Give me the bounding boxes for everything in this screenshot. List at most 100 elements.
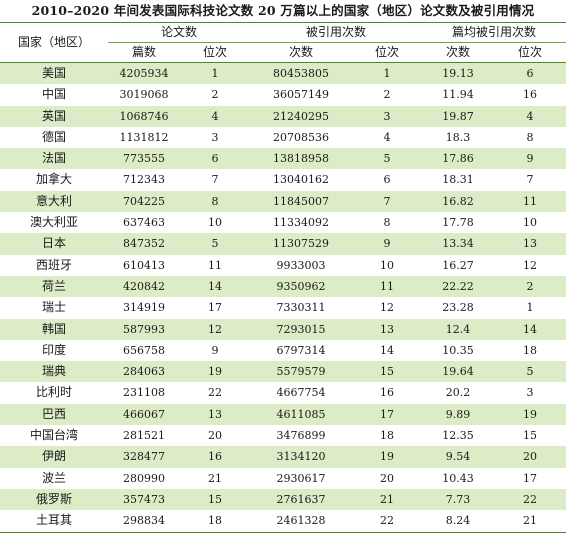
avg-rank-cell: 12 [523, 258, 538, 272]
avg-count-cell: 9.89 [422, 403, 495, 426]
table-row: 日本 847352 5 11307529 9 13.34 13 [0, 233, 566, 255]
papers-rank-cell: 2 [211, 88, 219, 102]
avg-count-cell: 13.34 [422, 233, 495, 255]
avg-rank-cell: 21 [494, 510, 566, 533]
country-cell: 英国 [0, 105, 108, 127]
avg-count-cell: 17.86 [422, 148, 495, 170]
citations-rank-cell: 14 [380, 343, 395, 357]
header-papers-count: 篇数 [131, 45, 156, 59]
papers-count-cell: 281521 [123, 429, 165, 443]
country-cell: 荷兰 [0, 275, 108, 298]
citations-count-cell: 11845007 [250, 190, 353, 213]
papers-rank-cell: 20 [208, 429, 222, 443]
avg-rank-cell: 11 [494, 190, 566, 213]
country-cell: 俄罗斯 [0, 488, 108, 511]
country-cell: 美国 [0, 62, 108, 85]
country-cell: 加拿大 [35, 172, 72, 187]
avg-count-cell: 17.78 [442, 216, 474, 230]
country-cell: 比利时 [35, 385, 72, 400]
citations-count-cell: 80453805 [250, 62, 353, 85]
citations-count-cell: 7330311 [276, 301, 326, 315]
header-avg-group: 篇均被引用次数 [422, 22, 566, 43]
citations-count-cell: 7293015 [250, 318, 353, 340]
table-row: 土耳其 298834 18 2461328 22 8.24 21 [0, 510, 566, 533]
avg-rank-cell: 2 [494, 275, 566, 298]
avg-count-cell: 19.87 [422, 105, 495, 127]
avg-count-cell: 18.31 [442, 173, 474, 187]
header-avg-count: 次数 [446, 45, 471, 59]
table-row: 意大利 704225 8 11845007 7 16.82 11 [0, 190, 566, 213]
table-row: 加拿大 712343 7 13040162 6 18.31 7 [0, 169, 566, 190]
citations-rank-cell: 8 [383, 216, 391, 230]
table-row: 荷兰 420842 14 9350962 11 22.22 2 [0, 275, 566, 298]
papers-count-cell: 637463 [123, 216, 165, 230]
citations-rank-cell: 22 [352, 510, 423, 533]
avg-rank-cell: 9 [494, 148, 566, 170]
citations-rank-cell: 7 [352, 190, 423, 213]
table-row: 俄罗斯 357473 15 2761637 21 7.73 22 [0, 488, 566, 511]
papers-rank-cell: 5 [180, 233, 251, 255]
papers-count-cell: 298834 [108, 510, 180, 533]
papers-count-cell: 420842 [108, 275, 180, 298]
citations-rank-cell: 1 [352, 62, 423, 85]
country-cell: 意大利 [0, 190, 108, 213]
header-citations-group: 被引用次数 [250, 22, 423, 43]
header-country: 国家（地区） [17, 35, 90, 49]
avg-rank-cell: 4 [494, 105, 566, 127]
citations-rank-cell: 6 [383, 173, 391, 187]
avg-count-cell: 20.2 [445, 386, 471, 400]
avg-rank-cell: 22 [494, 488, 566, 511]
table-row: 比利时 231108 22 4667754 16 20.2 3 [0, 382, 566, 403]
avg-count-cell: 9.54 [422, 446, 495, 468]
avg-count-cell: 23.28 [442, 301, 474, 315]
papers-count-cell: 280990 [123, 471, 165, 485]
citations-rank-cell: 2 [383, 88, 391, 102]
papers-rank-cell: 10 [208, 216, 222, 230]
papers-rank-cell: 17 [208, 301, 222, 315]
papers-rank-cell: 22 [208, 386, 222, 400]
table-row: 巴西 466067 13 4611085 17 9.89 19 [0, 403, 566, 426]
papers-rank-cell: 3 [211, 130, 219, 144]
citations-count-cell: 11307529 [250, 233, 353, 255]
avg-rank-cell: 6 [494, 62, 566, 85]
avg-rank-cell: 13 [494, 233, 566, 255]
avg-rank-cell: 14 [494, 318, 566, 340]
citations-count-cell: 2761637 [250, 488, 353, 511]
avg-count-cell: 10.43 [442, 471, 474, 485]
papers-count-cell: 231108 [123, 386, 165, 400]
avg-count-cell: 12.4 [422, 318, 495, 340]
papers-count-cell: 773555 [108, 148, 180, 170]
country-cell: 伊朗 [0, 446, 108, 468]
papers-count-cell: 656758 [123, 343, 165, 357]
papers-count-cell: 284063 [108, 361, 180, 383]
country-cell: 中国台湾 [29, 428, 78, 443]
avg-count-cell: 8.24 [422, 510, 495, 533]
papers-count-cell: 466067 [108, 403, 180, 426]
citations-rank-cell: 15 [352, 361, 423, 383]
avg-rank-cell: 16 [523, 88, 538, 102]
avg-count-cell: 19.13 [422, 62, 495, 85]
citations-count-cell: 9350962 [250, 275, 353, 298]
avg-count-cell: 10.35 [442, 343, 474, 357]
country-cell: 澳大利亚 [29, 215, 78, 230]
country-cell: 法国 [0, 148, 108, 170]
citations-rank-cell: 12 [380, 301, 395, 315]
table-body: 美国 4205934 1 80453805 1 19.13 6 中国 3019068 2 36057… [0, 62, 566, 533]
papers-count-cell: 1131812 [119, 130, 169, 144]
papers-count-cell: 314919 [123, 301, 165, 315]
papers-rank-cell: 19 [180, 361, 251, 383]
avg-count-cell: 16.82 [422, 190, 495, 213]
papers-count-cell: 587993 [108, 318, 180, 340]
papers-rank-cell: 9 [211, 343, 219, 357]
country-cell: 印度 [41, 342, 66, 357]
citations-count-cell: 13818958 [250, 148, 353, 170]
papers-rank-cell: 11 [208, 258, 222, 272]
papers-count-cell: 328477 [108, 446, 180, 468]
avg-count-cell: 7.73 [422, 488, 495, 511]
country-cell: 日本 [0, 233, 108, 255]
header-citations-count: 次数 [289, 45, 314, 59]
table-row: 中国 3019068 2 36057149 2 11.94 16 [0, 84, 566, 105]
table-row: 瑞典 284063 19 5579579 15 19.64 5 [0, 361, 566, 383]
citations-rank-cell: 13 [352, 318, 423, 340]
